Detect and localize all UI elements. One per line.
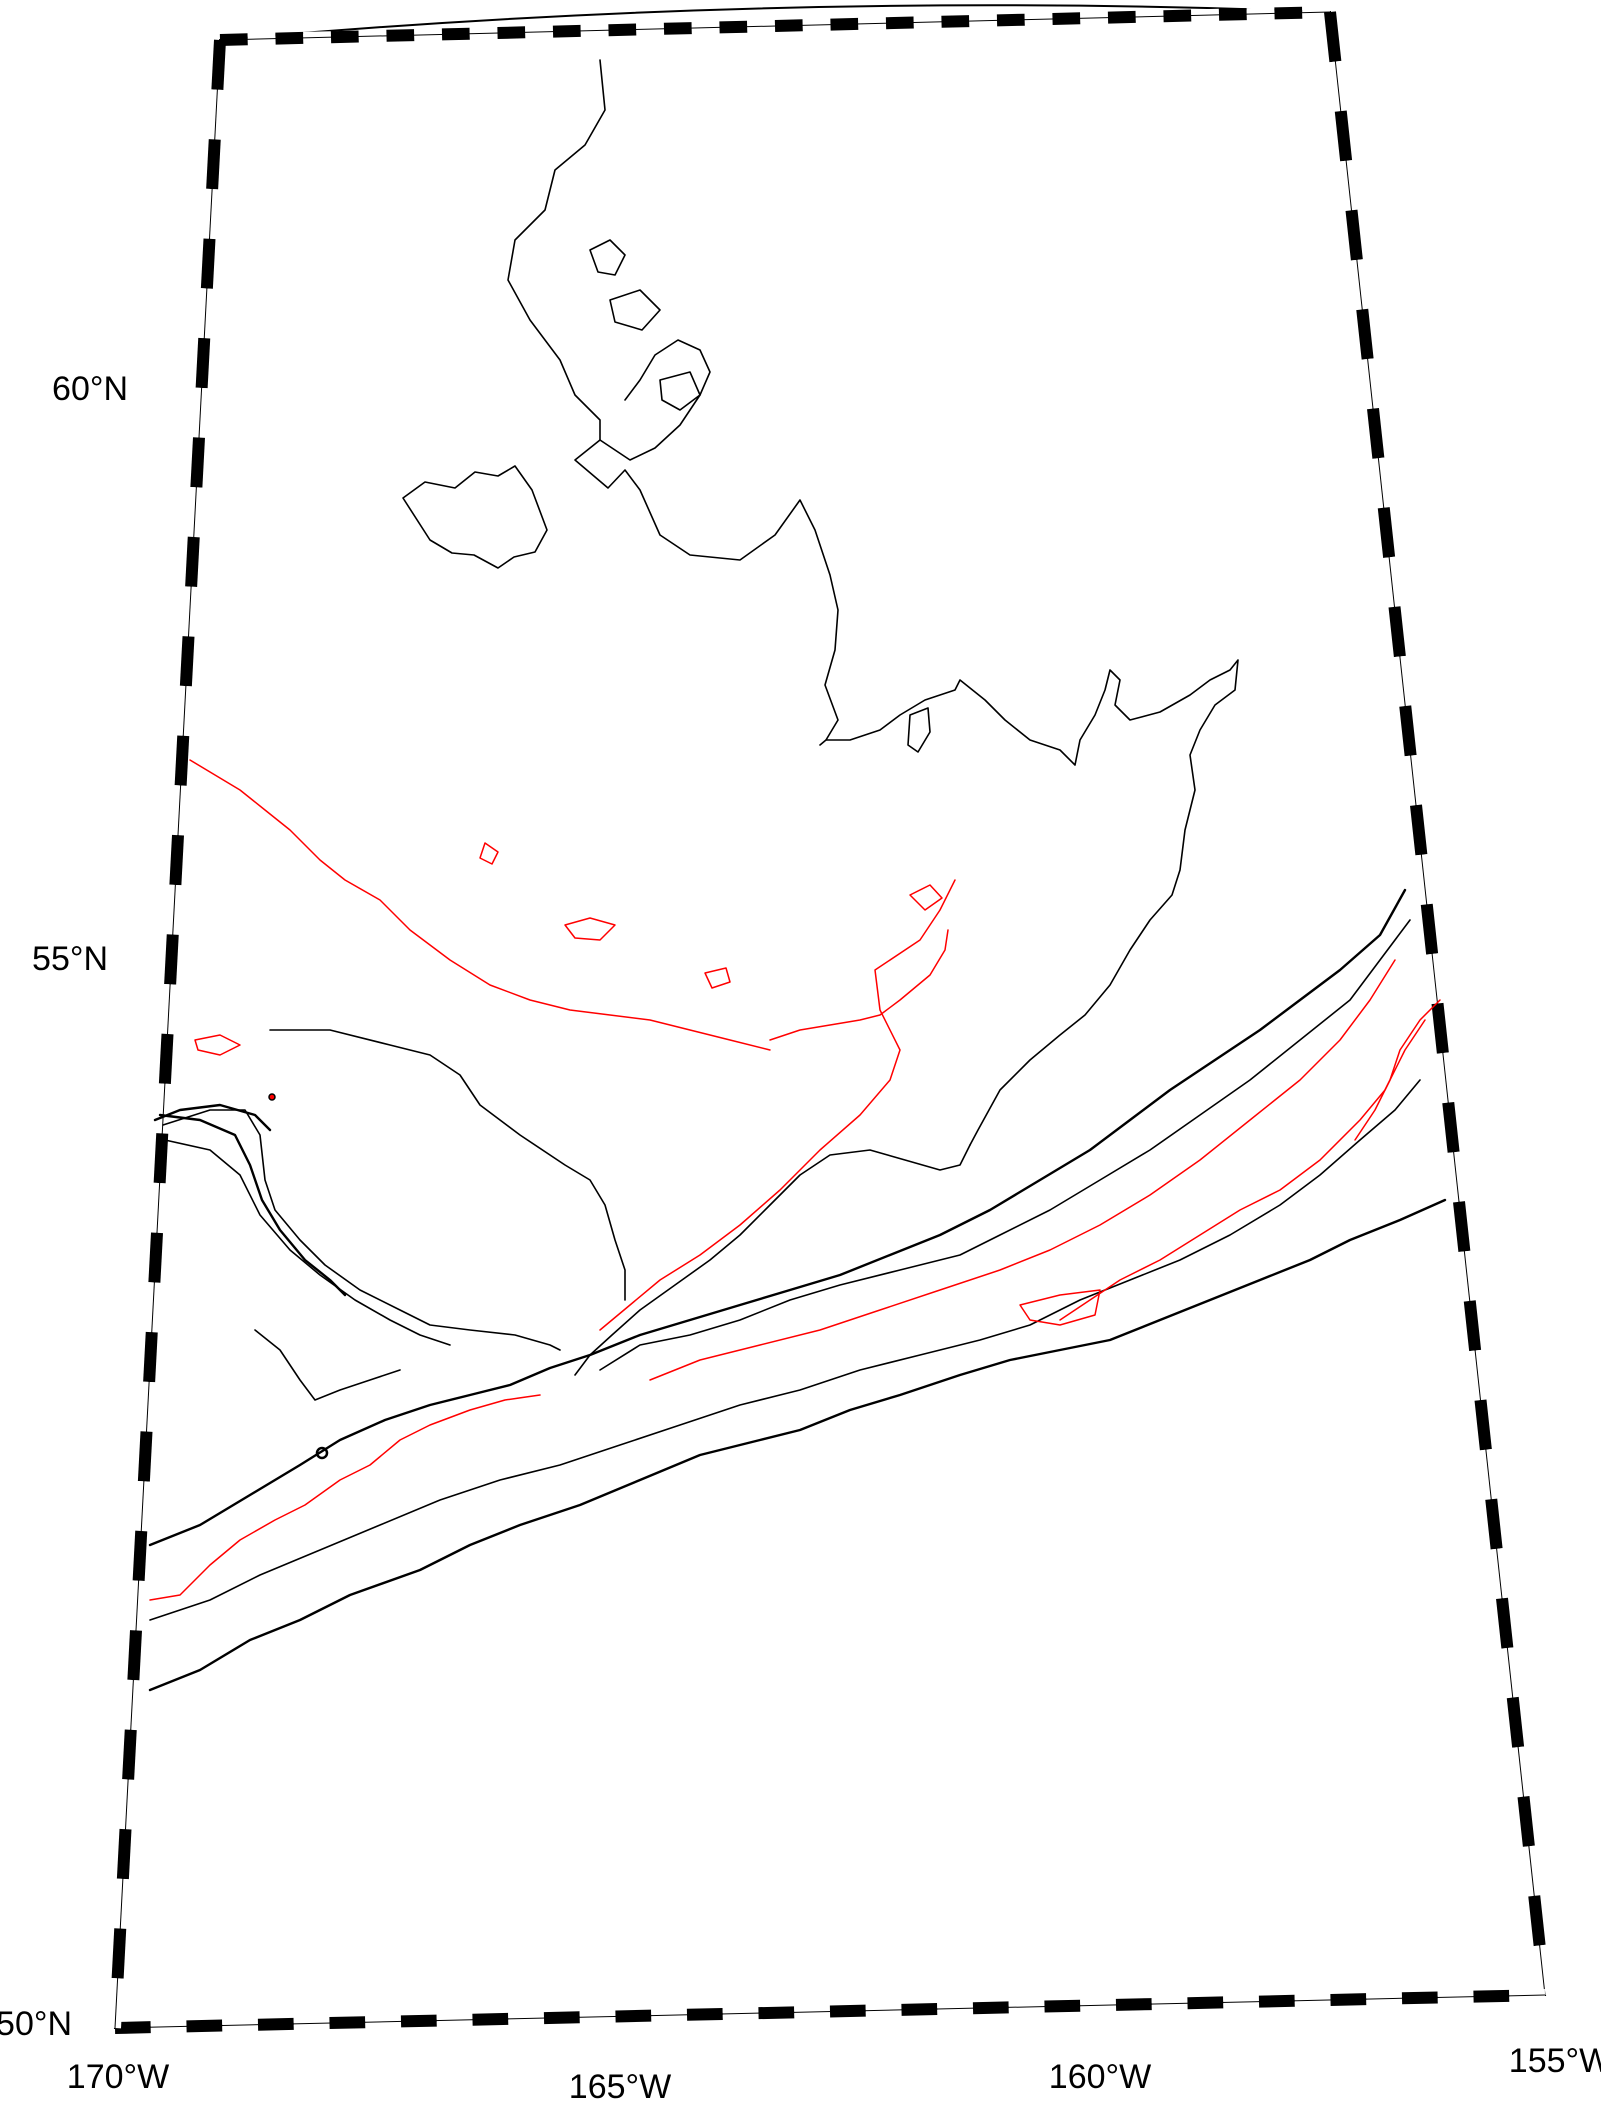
red-contour-blob-2 [564, 917, 616, 941]
yk-delta-lake-3 [659, 371, 701, 411]
bristol-bay-island [907, 707, 931, 753]
lat-label-60: 60°N [52, 370, 128, 408]
slope-contours-west [158, 1113, 347, 1297]
red-contour-shelf [599, 879, 956, 1331]
red-contour-island [1019, 1289, 1101, 1326]
red-contour-blob-5 [194, 1034, 241, 1056]
lon-label-155: 155°W [1509, 2042, 1601, 2080]
yk-delta-coast [507, 59, 839, 746]
highlight-contour-layer [149, 759, 1441, 1601]
map-frame [109, 4, 1551, 2034]
yk-delta-inner [599, 339, 711, 461]
sw-island-slope [153, 1103, 272, 1132]
yk-delta-lake-1 [589, 239, 626, 276]
aleutian-arc-north [148, 888, 1407, 1547]
red-contour-blob-1 [909, 884, 943, 911]
red-contour-cluster-west [189, 759, 771, 1051]
red-contour-blob-3 [479, 842, 499, 865]
lat-label-55: 55°N [32, 940, 108, 978]
lon-label-165: 165°W [569, 2068, 671, 2104]
small-island-marker [315, 1446, 329, 1460]
aleutian-arc-mid [149, 1079, 1421, 1621]
lon-label-170: 170°W [67, 2058, 169, 2096]
red-contour-east [1354, 999, 1441, 1141]
latitude-labels: 60°N 55°N 50°N [0, 370, 128, 2043]
frame-edge-left [114, 39, 221, 2029]
frame-outline [113, 4, 1547, 2030]
red-contour-sw [149, 1394, 541, 1601]
small-island-marker-2 [268, 1093, 276, 1101]
aleutian-islands [599, 919, 1411, 1371]
lon-label-160: 160°W [1049, 2058, 1151, 2096]
coastline-layer [148, 59, 1447, 1692]
aleutian-arc-trench [148, 1198, 1447, 1692]
shelf-contour-1 [269, 1029, 626, 1301]
shelf-contour-2 [162, 1109, 561, 1351]
red-contour-plateau [769, 929, 949, 1041]
sw-coast-lobe [254, 1329, 401, 1401]
slope-contours-west-2 [164, 1139, 451, 1346]
yk-delta-lake-2 [609, 289, 661, 331]
frame-edge-top [219, 11, 1331, 41]
red-contour-aleutian [649, 959, 1396, 1381]
frame-edge-bottom [114, 1994, 1546, 2029]
bristol-bay-coast [825, 659, 1239, 1146]
frame-tick-bars [109, 6, 1551, 2034]
longitude-labels: 170°W 165°W 160°W 155°W [67, 2042, 1601, 2104]
nunivak-island [402, 465, 548, 569]
ak-peninsula-coast [574, 1144, 971, 1376]
red-contour-blob-4 [704, 967, 731, 989]
lat-label-50: 50°N [0, 2005, 72, 2043]
